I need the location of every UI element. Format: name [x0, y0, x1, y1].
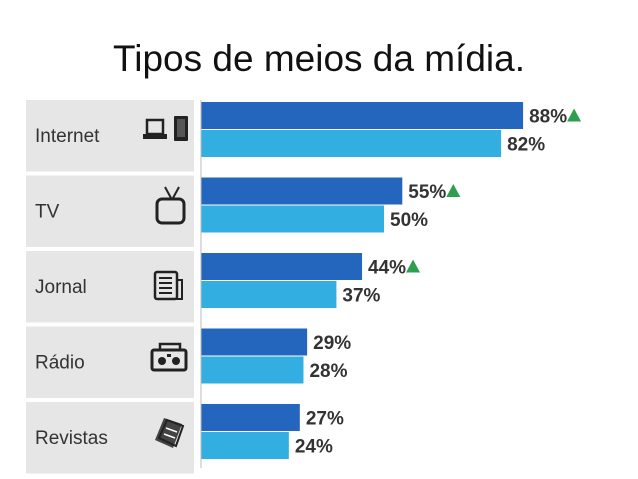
category-label: Internet [35, 126, 100, 147]
bar-dark [201, 328, 308, 356]
bar-light [201, 432, 289, 459]
category-label: Jornal [35, 277, 87, 298]
increase-triangle-icon [406, 259, 421, 273]
value-label: 37% [342, 286, 380, 307]
category-label: TV [35, 201, 60, 222]
bar-light [201, 130, 502, 157]
increase-triangle-icon [446, 184, 461, 197]
magazines-icon [155, 418, 185, 448]
value-label: 29% [313, 333, 351, 354]
category-label: Revistas [35, 428, 108, 449]
bar-light [201, 281, 337, 308]
value-label: 27% [306, 409, 344, 430]
category-panel [26, 326, 194, 398]
bar-light [201, 205, 384, 233]
category-panel [26, 251, 194, 323]
tv-icon [155, 186, 186, 225]
newspaper-icon [153, 270, 183, 301]
value-label: 24% [295, 437, 333, 458]
value-label: 55% [408, 182, 446, 203]
increase-triangle-icon [567, 108, 582, 122]
category-label: Rádio [35, 352, 85, 373]
slide-title: Tipos de meios da mídia. [113, 38, 525, 79]
bar-light [201, 356, 304, 384]
value-label: 88% [529, 107, 567, 128]
bar-dark [201, 177, 403, 205]
radio-icon [150, 342, 188, 372]
value-label: 50% [390, 210, 428, 231]
bar-dark [201, 102, 524, 129]
laptop-tablet-icon [143, 116, 188, 141]
value-label: 28% [309, 361, 347, 382]
bar-dark [201, 404, 300, 431]
value-label: 82% [507, 135, 545, 156]
value-label: 44% [368, 258, 406, 279]
bar-dark [201, 253, 363, 280]
